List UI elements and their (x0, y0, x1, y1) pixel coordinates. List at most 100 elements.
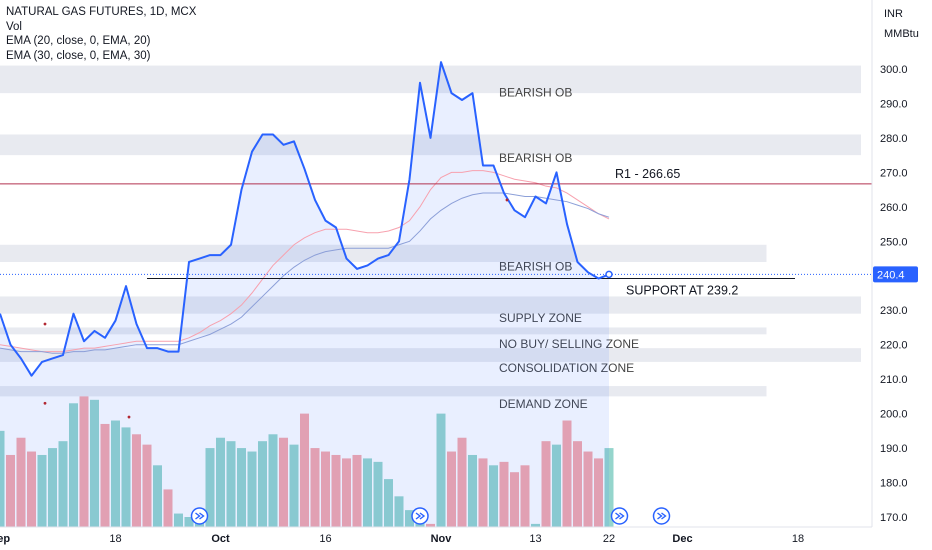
ema-marker (127, 415, 131, 419)
zone-box (0, 386, 767, 397)
zone-label: BEARISH OB (499, 259, 572, 273)
event-marker-icon[interactable] (652, 507, 671, 525)
zone-label: BEARISH OB (499, 85, 572, 99)
time-tick-label: Dec (672, 533, 692, 545)
volume-bar (37, 454, 47, 527)
volume-bar (531, 523, 540, 527)
volume-bar (247, 451, 257, 527)
volume-bar (352, 454, 362, 527)
price-tick-label: 230.0 (880, 305, 908, 317)
volume-bar (132, 434, 141, 527)
volume-bar (300, 413, 309, 527)
ema-marker (43, 322, 47, 326)
unit-label[interactable]: MMBtu (884, 28, 919, 40)
volume-bar (541, 441, 551, 527)
price-tick-label: 170.0 (880, 512, 908, 524)
ema-30-label[interactable]: EMA (30, close, 0, EMA, 30) (6, 49, 151, 62)
volume-bar (520, 465, 530, 527)
time-tick-label: 13 (529, 533, 541, 545)
chart-legend: NATURAL GAS FUTURES, 1D, MCX Vol EMA (20… (6, 5, 196, 63)
volume-bar (594, 458, 603, 527)
volume-bar (205, 448, 215, 527)
price-tick-label: 220.0 (880, 340, 908, 352)
price-tick-label: 270.0 (880, 167, 908, 179)
volume-bar (163, 489, 173, 527)
event-marker-icon[interactable] (610, 507, 629, 525)
last-price-label: 240.4 (877, 269, 905, 281)
volume-bar (268, 434, 278, 527)
volume-bar (289, 444, 299, 527)
volume-bar (142, 444, 152, 527)
zone-label: NO BUY/ SELLING ZONE (499, 337, 639, 351)
volume-bar (405, 510, 414, 527)
event-marker-arrow (415, 512, 426, 520)
price-tick-label: 290.0 (880, 98, 908, 110)
volume-indicator-label[interactable]: Vol (6, 20, 22, 33)
event-marker-icon[interactable] (411, 507, 429, 525)
zone-box (0, 65, 861, 94)
time-tick-label: 18 (109, 533, 121, 545)
price-axis: 300.0290.0280.0270.0260.0250.0240.0230.0… (871, 0, 918, 527)
volume-bar (6, 454, 15, 527)
volume-bar (0, 430, 5, 527)
currency-label[interactable]: INR (884, 8, 903, 20)
volume-bar (90, 399, 99, 527)
volume-bar (216, 437, 225, 527)
zone-box (0, 348, 861, 362)
price-area (0, 62, 609, 527)
price-tick-label: 210.0 (880, 374, 908, 386)
volume-bar (573, 441, 582, 527)
zones: BEARISH OB BEARISH OB BEARISH OB SUPPLY ZON… (0, 65, 861, 411)
price-tick-label: 180.0 (880, 478, 908, 490)
volume-bar (237, 448, 246, 527)
price-tick-label: 300.0 (880, 64, 908, 76)
ema-marker (505, 198, 509, 202)
zone-label: CONSOLIDATION ZONE (499, 361, 634, 375)
currency-unit-box: INR MMBtu (876, 4, 932, 44)
volume-bar (226, 441, 236, 527)
volume-bar (426, 523, 435, 527)
last-price-badge (873, 266, 918, 283)
volume-bar (489, 465, 498, 527)
volume-bar (331, 454, 341, 527)
volume-bar (342, 458, 351, 527)
time-axis: Sep 18 Oct 16 Nov 13 22 Dec 18 (0, 526, 872, 545)
zone-label: DEMAND ZONE (499, 397, 588, 411)
volume-bar (258, 441, 267, 527)
volume-bar (58, 441, 68, 527)
volume-bar (499, 461, 509, 527)
volume-bar (153, 465, 162, 527)
ema-marker (43, 401, 47, 405)
time-tick-label: Oct (211, 533, 230, 545)
volume-bars (0, 396, 614, 527)
price-tick-label: 200.0 (880, 409, 908, 421)
volume-bar (174, 513, 183, 527)
zone-box (0, 327, 767, 335)
volume-bar (478, 458, 488, 527)
zone-box (0, 296, 861, 314)
volume-bar (321, 451, 330, 527)
ema-30-line (0, 192, 610, 354)
volume-bar (394, 496, 404, 527)
event-marker-icon[interactable] (190, 507, 209, 525)
price-tick-label: 250.0 (880, 236, 908, 248)
ema-20-label[interactable]: EMA (20, close, 0, EMA, 20) (6, 35, 151, 47)
volume-bar (552, 444, 561, 527)
symbol-title[interactable]: NATURAL GAS FUTURES, 1D, MCX (6, 6, 197, 18)
volume-bar (279, 437, 288, 527)
volume-bar (310, 448, 320, 527)
volume-bar (447, 451, 456, 527)
volume-bar (583, 451, 593, 527)
resistance-label: R1 - 266.65 (615, 167, 680, 181)
volume-bar (468, 454, 477, 527)
ema-20-line (0, 170, 610, 353)
price-tick-label: 190.0 (880, 443, 908, 455)
support-label: SUPPORT AT 239.2 (626, 284, 738, 298)
volume-bar (604, 448, 614, 527)
time-tick-label: 22 (603, 533, 615, 545)
volume-bar (121, 427, 131, 527)
zone-label: BEARISH OB (499, 151, 572, 165)
volume-bar (184, 517, 194, 527)
volume-bar (436, 413, 446, 527)
